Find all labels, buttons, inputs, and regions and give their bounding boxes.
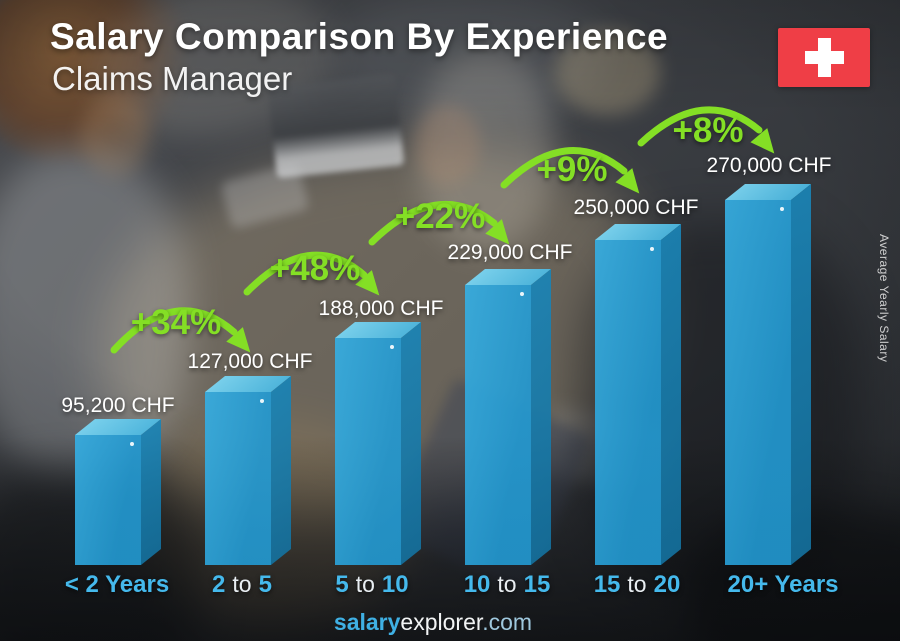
bar-front-face [465, 285, 531, 565]
x-axis-label-lt-2-years: < 2 Years [65, 571, 169, 599]
bar-20-plus-years [725, 183, 811, 566]
x-axis-label-strong: 20+ Years [727, 571, 839, 598]
x-axis-label-5-to-10: 5 to 10 [335, 571, 408, 599]
x-axis-label-strong: 2 [212, 571, 226, 598]
value-label-4: 229,000 CHF [447, 241, 573, 264]
switzerland-flag-icon [778, 28, 870, 87]
bar-front-face [335, 338, 401, 565]
x-axis-label-strong: 15 [523, 571, 551, 598]
growth-arrow-4 [500, 147, 640, 194]
bar-front-face [205, 392, 271, 565]
page-title: Salary Comparison By Experience [50, 16, 669, 57]
growth-arrow-1 [110, 307, 251, 354]
x-axis-label-to: to [497, 571, 517, 597]
x-axis-label-2-to-5: 2 to 5 [212, 571, 272, 599]
x-axis-label-10-to-15: 10 to 15 [464, 571, 551, 599]
percent-change-5: +8% [672, 111, 744, 150]
value-label-3: 188,000 CHF [318, 297, 444, 320]
flag-cross-horizontal [804, 51, 844, 64]
percent-change-1: +34% [130, 303, 222, 342]
percent-change-4: +9% [536, 150, 608, 189]
site-footer-link[interactable]: salaryexplorer.com [334, 609, 532, 636]
site-brand-light: explorer [400, 609, 483, 635]
growth-arrow-3 [368, 201, 510, 246]
percent-change-2: +48% [269, 249, 361, 288]
bar-2-to-5 [205, 375, 291, 565]
growth-arrow-5 [637, 106, 775, 154]
value-label-5: 250,000 CHF [573, 196, 699, 219]
site-domain: .com [482, 609, 533, 635]
x-axis-label-to: to [627, 571, 647, 597]
x-axis-label-to: to [355, 571, 375, 597]
x-axis-label-strong: 15 [593, 571, 621, 598]
bar-front-face [595, 240, 661, 565]
bar-front-face [725, 200, 791, 565]
bar-front-face [75, 435, 141, 565]
x-axis-label-20-plus-years: 20+ Years [727, 571, 838, 599]
bar-10-to-15 [465, 268, 551, 565]
bar-5-to-10 [335, 321, 421, 565]
bar-lt-2-years [75, 418, 161, 565]
percent-change-3: +22% [394, 197, 486, 236]
x-axis-label-strong: < 2 Years [64, 571, 170, 598]
x-axis-label-strong: 10 [381, 571, 409, 598]
growth-arrow-2 [243, 251, 380, 296]
x-axis-label-to: to [232, 571, 252, 597]
x-axis-label-strong: 5 [335, 571, 349, 598]
x-axis-label-strong: 10 [463, 571, 491, 598]
value-label-1: 95,200 CHF [61, 394, 175, 417]
value-label-6: 270,000 CHF [706, 154, 832, 177]
site-brand-bold: salary [333, 609, 401, 635]
bar-15-to-20 [595, 223, 681, 566]
x-axis-label-strong: 20 [653, 571, 681, 598]
y-axis-title: Average Yearly Salary [877, 234, 891, 363]
page-subtitle: Claims Manager [52, 60, 293, 97]
x-axis-label-15-to-20: 15 to 20 [594, 571, 681, 599]
value-label-2: 127,000 CHF [187, 350, 313, 373]
x-axis-label-strong: 5 [258, 571, 272, 598]
